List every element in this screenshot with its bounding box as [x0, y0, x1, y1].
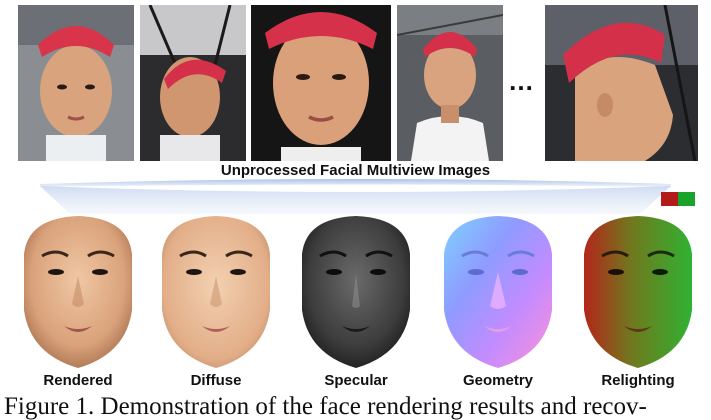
multiview-photo-1	[18, 5, 134, 161]
face-label-diffuse: Diffuse	[190, 372, 242, 389]
multiview-caption: Unprocessed Facial Multiview Images	[220, 162, 491, 179]
face-label-specular: Specular	[324, 372, 388, 389]
multiview-photo-3	[251, 5, 391, 161]
light-swatch-red	[661, 192, 678, 206]
face-label-rendered: Rendered	[43, 372, 113, 389]
face-geometry	[434, 214, 562, 370]
multiview-photo-4	[397, 5, 503, 161]
face-rendered	[14, 214, 142, 370]
face-diffuse	[152, 214, 280, 370]
multiview-photo-2	[140, 5, 246, 161]
multiview-photo-5	[545, 5, 698, 161]
face-relighting	[574, 214, 702, 370]
ellipsis: …	[508, 66, 535, 96]
figure-caption: Figure 1. Demonstration of the face rend…	[4, 393, 647, 420]
face-label-geometry: Geometry	[462, 372, 534, 389]
funnel-arrow	[40, 179, 671, 214]
light-swatch-green	[678, 192, 695, 206]
face-specular	[292, 214, 420, 370]
face-label-relighting: Relighting	[601, 372, 675, 389]
